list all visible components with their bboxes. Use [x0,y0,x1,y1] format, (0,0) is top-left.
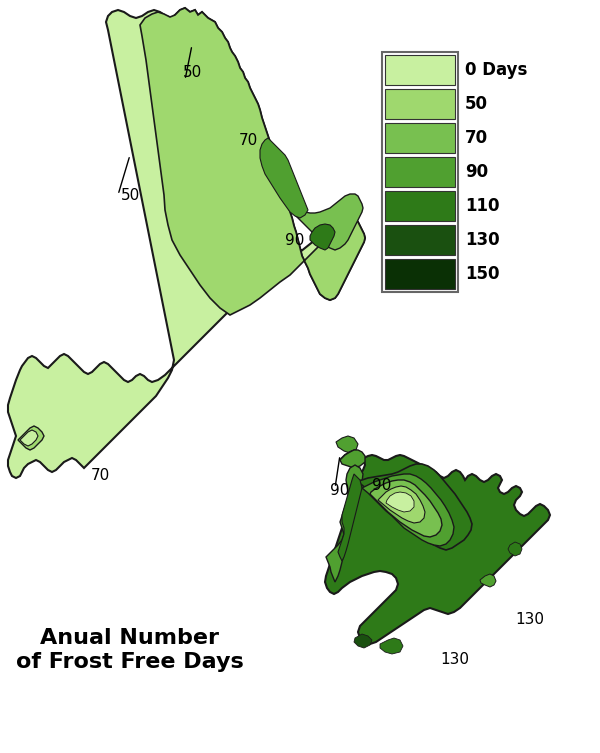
Bar [385,191,455,221]
Text: 130: 130 [465,231,500,249]
Text: 50: 50 [465,95,488,113]
Text: 50: 50 [121,187,140,203]
Bar [385,55,455,85]
Polygon shape [354,634,372,648]
FancyBboxPatch shape [382,52,458,292]
Polygon shape [325,450,550,644]
Bar [385,157,455,187]
Text: 70: 70 [465,129,488,147]
Text: 0 Days: 0 Days [465,61,527,79]
Polygon shape [378,486,425,523]
Polygon shape [340,450,365,468]
Polygon shape [508,542,522,556]
Polygon shape [310,224,335,250]
Polygon shape [380,638,403,654]
Polygon shape [336,436,358,453]
Text: 90: 90 [465,163,488,181]
Text: 110: 110 [465,197,499,215]
Polygon shape [338,474,362,561]
Bar [385,225,455,255]
Bar [385,259,455,289]
Text: Anual Number
of Frost Free Days: Anual Number of Frost Free Days [16,627,244,672]
Polygon shape [140,8,365,315]
Polygon shape [362,474,454,546]
Text: 90: 90 [286,233,305,248]
Polygon shape [20,430,38,446]
Text: 130: 130 [440,653,470,667]
Polygon shape [370,480,442,537]
Text: 90: 90 [373,477,392,492]
Text: 70: 70 [238,133,257,148]
Polygon shape [260,138,308,218]
Polygon shape [386,492,414,512]
Text: 90: 90 [331,483,350,498]
Polygon shape [290,194,363,250]
Polygon shape [480,574,496,587]
Text: 150: 150 [465,265,499,283]
Text: 50: 50 [182,65,202,80]
Polygon shape [355,464,472,550]
Polygon shape [326,465,363,582]
Polygon shape [8,8,365,478]
Bar [385,89,455,119]
Bar [385,123,455,153]
Text: 130: 130 [515,612,545,627]
Polygon shape [18,426,44,450]
Text: 70: 70 [91,468,110,483]
